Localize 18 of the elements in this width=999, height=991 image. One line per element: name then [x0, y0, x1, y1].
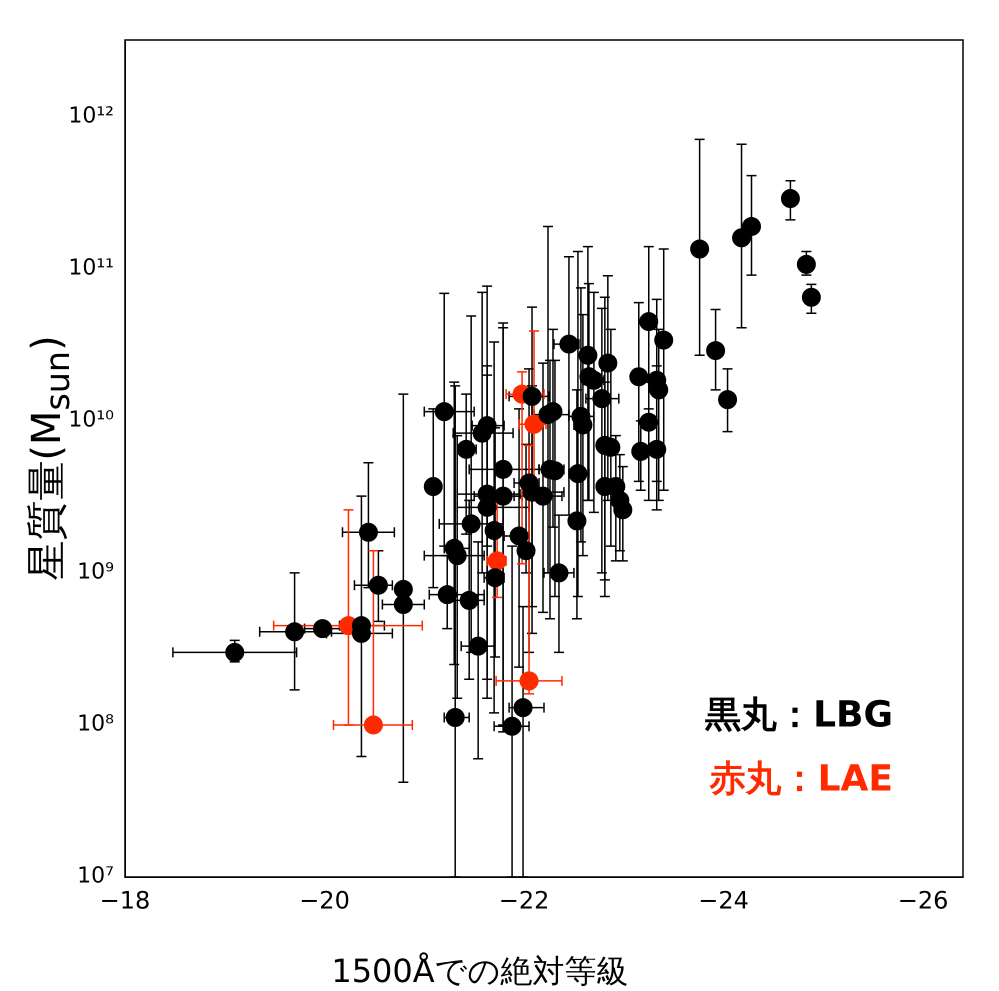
- x-tick-label: −18: [100, 886, 150, 915]
- y-tick-label: 10¹¹: [68, 256, 114, 281]
- y-tick-label: 10⁹: [77, 560, 114, 585]
- point: [524, 414, 544, 434]
- x-tick-label: −24: [698, 886, 749, 915]
- y-tick-label: 10¹²: [68, 104, 114, 129]
- point: [364, 715, 383, 734]
- point: [520, 671, 539, 690]
- y-tick-label: 10⁸: [77, 712, 114, 737]
- x-axis-title: 1500Åでの絶対等級: [331, 951, 629, 991]
- x-tick-label: −22: [498, 886, 550, 915]
- x-tick-label: −20: [299, 886, 350, 915]
- text: 黒丸：LBG: [704, 694, 893, 736]
- text: 赤丸：LAE: [708, 758, 893, 800]
- x-tick-label: −26: [898, 886, 948, 915]
- point: [488, 551, 507, 570]
- y-tick-label: 10¹⁰: [68, 408, 114, 433]
- y-tick-label: 10⁷: [77, 864, 114, 889]
